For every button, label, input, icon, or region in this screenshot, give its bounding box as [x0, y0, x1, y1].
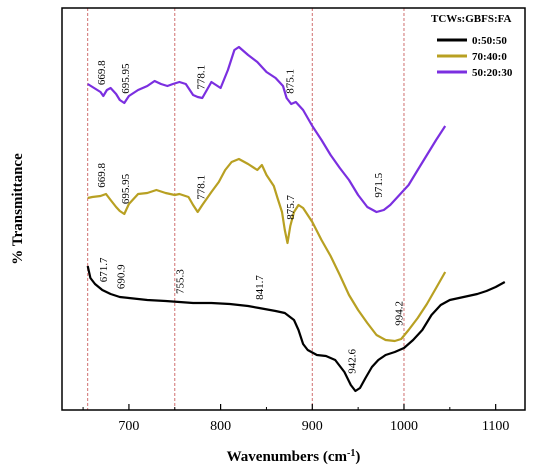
peak-label: 942.6 [346, 348, 358, 373]
reference-lines [87, 8, 405, 410]
peak-label: 994.2 [394, 301, 406, 326]
y-axis-title: % Transmittance [10, 153, 26, 265]
series-line-70-40-0 [87, 157, 447, 343]
series-lines [86, 45, 506, 393]
legend-entry: 50:20:30 [472, 67, 513, 79]
plot-frame [61, 7, 526, 411]
peak-label: 971.5 [373, 172, 385, 197]
peak-label: 695.95 [120, 173, 132, 204]
x-tick-label: 700 [118, 419, 139, 434]
peak-label: 669.8 [96, 162, 108, 187]
peak-annotations: 669.8 695.95 778.1 875.1 971.5 669.8 695.95 778… [96, 60, 406, 374]
peak-label: 875.1 [285, 69, 297, 94]
series-line-0-50-50 [86, 265, 506, 393]
x-tick-label: 900 [302, 419, 323, 434]
x-tick-label: 1100 [482, 419, 509, 434]
series-line-50-20-30 [87, 45, 447, 214]
peak-label: 778.1 [196, 175, 208, 200]
peak-label: 669.8 [96, 60, 108, 85]
legend: TCWs:GBFS:FA 0:50:50 70:40:0 50:20:30 [431, 13, 513, 79]
peak-label: 841.7 [254, 275, 266, 300]
peak-label: 690.9 [116, 264, 128, 289]
x-axis-title: Wavenumbers (cm-1) [227, 448, 361, 466]
peak-label: 671.7 [98, 257, 110, 282]
peak-label: 875.7 [285, 194, 297, 219]
legend-entry: 0:50:50 [472, 35, 507, 47]
peak-label: 778.1 [196, 65, 208, 90]
legend-entry: 70:40:0 [472, 51, 507, 63]
x-axis-ticks: 700 800 900 1000 1100 [82, 404, 509, 434]
x-tick-label: 1000 [390, 419, 418, 434]
legend-title: TCWs:GBFS:FA [431, 13, 512, 25]
peak-label: 755.3 [175, 269, 187, 294]
x-tick-label: 800 [210, 419, 231, 434]
peak-label: 695.95 [120, 63, 132, 94]
